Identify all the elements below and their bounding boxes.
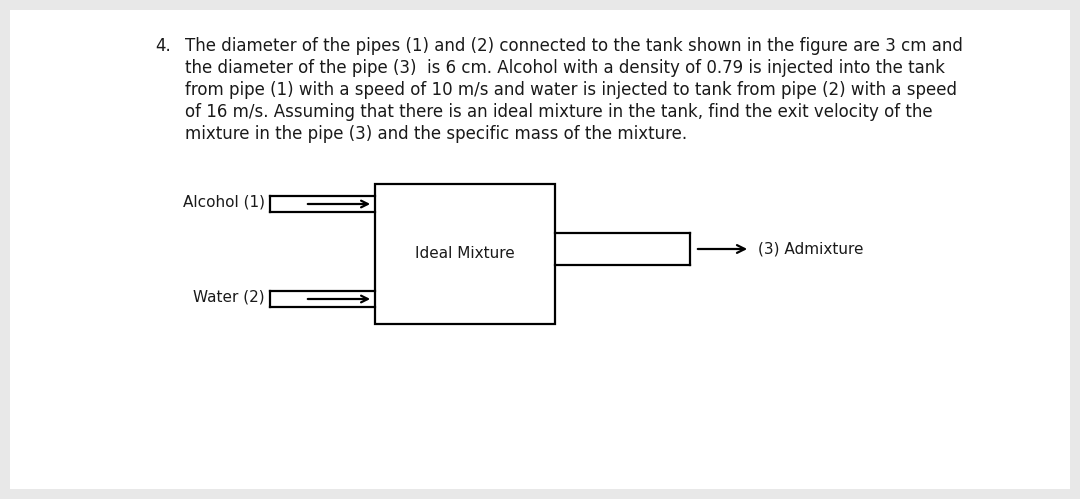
Bar: [375, 184, 555, 324]
Text: The diameter of the pipes (1) and (2) connected to the tank shown in the figure : The diameter of the pipes (1) and (2) co…: [185, 37, 963, 55]
Text: Alcohol (1): Alcohol (1): [183, 195, 265, 210]
Text: (3) Admixture: (3) Admixture: [758, 242, 864, 256]
Text: 4.: 4.: [156, 37, 171, 55]
Text: Water (2): Water (2): [193, 289, 265, 304]
Text: from pipe (1) with a speed of 10 m/s and water is injected to tank from pipe (2): from pipe (1) with a speed of 10 m/s and…: [185, 81, 957, 99]
Text: Ideal Mixture: Ideal Mixture: [415, 247, 515, 261]
Text: the diameter of the pipe (3)  is 6 cm. Alcohol with a density of 0.79 is injecte: the diameter of the pipe (3) is 6 cm. Al…: [185, 59, 945, 77]
Text: of 16 m/s. Assuming that there is an ideal mixture in the tank, find the exit ve: of 16 m/s. Assuming that there is an ide…: [185, 103, 933, 121]
Text: mixture in the pipe (3) and the specific mass of the mixture.: mixture in the pipe (3) and the specific…: [185, 125, 687, 143]
FancyBboxPatch shape: [10, 10, 1070, 489]
